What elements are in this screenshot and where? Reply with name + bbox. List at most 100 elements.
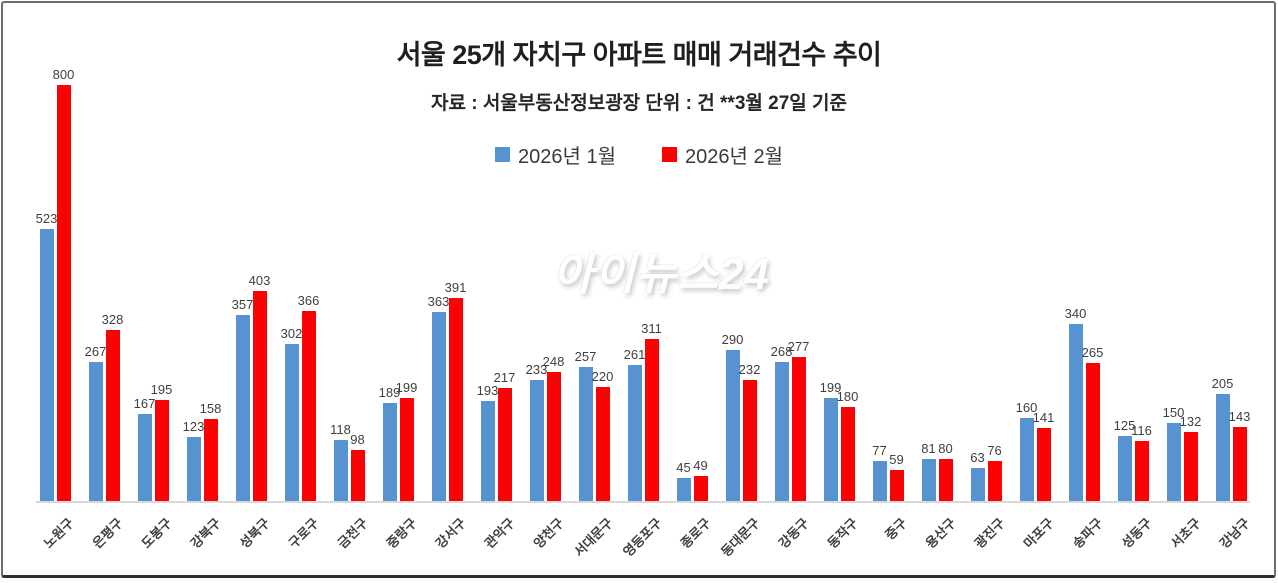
value-label-feb: 141 — [1032, 409, 1055, 425]
value-label-feb: 248 — [542, 354, 565, 370]
bar-group: 233 248 양천구 — [525, 85, 567, 551]
bar-group: 63 76 광진구 — [969, 85, 1007, 551]
chart-title: 서울 25개 자치구 아파트 매매 거래건수 추이 — [396, 40, 882, 70]
value-label-feb: 403 — [248, 273, 271, 289]
x-axis-label: 서초구 — [1167, 515, 1204, 552]
value-label-feb: 277 — [787, 338, 810, 354]
value-label-feb: 328 — [101, 312, 124, 328]
bar-feb: 366 — [298, 293, 319, 501]
x-axis-label: 도봉구 — [138, 515, 175, 552]
bar-group: 268 277 강동구 — [771, 85, 812, 551]
bar-group: 193 217 관악구 — [477, 85, 518, 551]
x-axis-label: 동대문구 — [718, 515, 763, 560]
bar-group: 257 220 서대문구 — [571, 85, 615, 559]
bar-jan: 199 — [820, 380, 841, 501]
bar-feb: 116 — [1131, 423, 1152, 501]
value-label-jan: 268 — [770, 343, 793, 359]
bar-pair: 357 403 — [232, 85, 270, 501]
bar-group: 189 199 중랑구 — [379, 85, 420, 552]
bar-feb: 195 — [151, 382, 172, 501]
bar-group: 363 391 강서구 — [427, 85, 469, 551]
x-axis-label: 강북구 — [187, 515, 224, 552]
bar-jan: 167 — [134, 396, 155, 501]
bar-feb: 49 — [693, 458, 708, 501]
value-label-jan: 523 — [35, 211, 58, 227]
bar-pair: 257 220 — [575, 85, 613, 501]
bar-group: 199 180 동작구 — [820, 85, 861, 552]
x-axis-label: 영등포구 — [620, 515, 665, 560]
bar-feb: 311 — [641, 321, 662, 501]
value-label-jan: 123 — [182, 419, 205, 435]
value-label-feb: 76 — [987, 443, 1002, 459]
legend-item-jan: 2026년 1월 — [495, 140, 616, 169]
bar-jan: 205 — [1212, 376, 1233, 501]
bar-group: 118 98 금천구 — [330, 85, 371, 551]
value-label-feb: 80 — [938, 441, 953, 457]
bar-feb: 80 — [938, 441, 953, 501]
bar-jan: 160 — [1016, 400, 1037, 501]
bar-group: 290 232 동대문구 — [718, 85, 762, 559]
bar-jan: 302 — [281, 326, 302, 501]
bar-jan: 340 — [1065, 306, 1086, 501]
bar-jan: 357 — [232, 297, 253, 501]
value-label-jan: 45 — [676, 459, 691, 475]
bar-pair: 193 217 — [477, 85, 515, 501]
value-label-feb: 199 — [395, 379, 418, 395]
x-axis-label: 마포구 — [1020, 515, 1057, 552]
legend-label-jan: 2026년 1월 — [518, 146, 616, 168]
bar-jan: 118 — [330, 422, 351, 501]
legend: 2026년 1월 2026년 2월 — [0, 140, 1278, 169]
bar-pair: 290 232 — [722, 85, 760, 501]
bar-jan: 125 — [1114, 418, 1135, 501]
x-axis-label: 서대문구 — [571, 515, 616, 560]
value-label-jan: 193 — [476, 382, 499, 398]
value-label-jan: 267 — [84, 344, 107, 360]
value-label-feb: 311 — [641, 321, 662, 337]
bar-jan: 193 — [477, 383, 498, 501]
bar-group: 261 311 영등포구 — [620, 85, 664, 559]
value-label-feb: 49 — [693, 457, 708, 473]
bar-pair: 160 141 — [1016, 85, 1054, 501]
bar-jan: 257 — [575, 349, 596, 501]
value-label-feb: 143 — [1228, 408, 1251, 424]
value-label-feb: 158 — [199, 400, 222, 416]
bar-group: 205 143 강남구 — [1212, 85, 1253, 551]
value-label-jan: 118 — [330, 421, 351, 437]
value-label-feb: 391 — [444, 279, 467, 295]
value-label-jan: 81 — [921, 440, 936, 456]
bar-pair: 302 366 — [281, 85, 319, 501]
bar-pair: 77 59 — [872, 85, 904, 501]
bar-pair: 63 76 — [970, 85, 1002, 501]
bar-jan: 45 — [676, 460, 691, 501]
value-label-feb: 98 — [350, 432, 365, 448]
bar-group: 357 403 성북구 — [232, 85, 273, 551]
bar-jan: 77 — [872, 443, 887, 501]
bar-pair: 268 277 — [771, 85, 809, 501]
bar-group: 150 132 서초구 — [1163, 85, 1204, 551]
value-label-jan: 257 — [574, 349, 597, 365]
value-label-jan: 261 — [623, 347, 646, 363]
value-label-jan: 363 — [427, 294, 450, 310]
value-label-feb: 366 — [297, 292, 320, 308]
value-label-jan: 340 — [1064, 306, 1087, 322]
x-axis-label: 강동구 — [775, 515, 812, 552]
bar-feb: 132 — [1180, 414, 1201, 501]
bar-jan: 81 — [921, 441, 936, 501]
x-axis-label: 중랑구 — [383, 515, 420, 552]
bar-feb: 59 — [889, 452, 904, 501]
value-label-jan: 199 — [819, 379, 842, 395]
bar-jan: 261 — [624, 347, 645, 501]
value-label-jan: 150 — [1162, 405, 1185, 420]
value-label-jan: 205 — [1211, 376, 1234, 392]
bar-feb: 220 — [592, 369, 613, 501]
value-label-jan: 125 — [1113, 418, 1136, 433]
bar-feb: 232 — [739, 362, 760, 501]
bar-pair: 167 195 — [134, 85, 172, 501]
bar-feb: 800 — [53, 67, 74, 501]
bar-pair: 150 132 — [1163, 85, 1201, 501]
bar-group: 125 116 성동구 — [1114, 85, 1155, 551]
plot-area: 523 800 노원구 267 328 은평구 167 195 도봉구 123 158 강북구 357 4… — [35, 67, 1253, 560]
bar-group: 160 141 마포구 — [1016, 85, 1057, 551]
x-axis-label: 송파구 — [1069, 515, 1106, 552]
value-label-jan: 233 — [525, 361, 548, 377]
